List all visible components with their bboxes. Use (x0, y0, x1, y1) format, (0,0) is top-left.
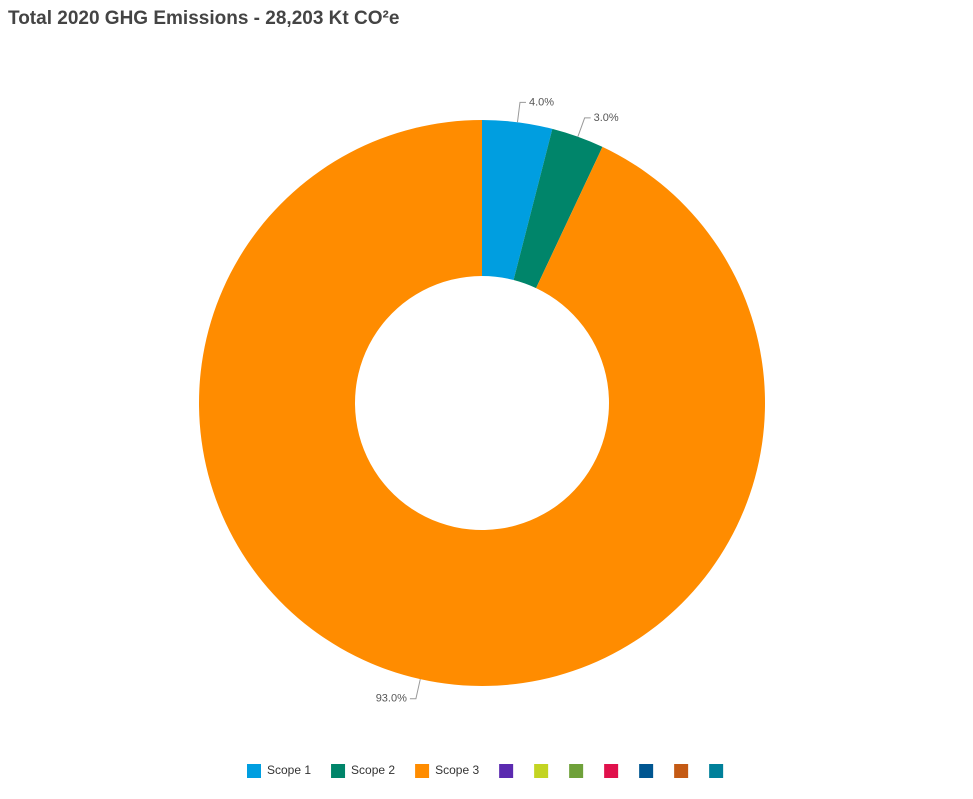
legend-label: Scope 1 (267, 763, 311, 777)
slice (199, 120, 765, 686)
chart-title: Total 2020 GHG Emissions - 28,203 Kt CO²… (8, 8, 399, 29)
leader-line (516, 101, 526, 123)
legend-swatch (569, 764, 584, 778)
legend-swatch (499, 764, 514, 778)
slice (513, 128, 603, 289)
leader-line (577, 117, 591, 137)
legend-swatch (604, 764, 619, 778)
legend-label: Scope 3 (435, 763, 479, 777)
data-label: 4.0% (529, 96, 554, 108)
leader-line (409, 679, 421, 700)
legend-label: Scope 2 (351, 763, 395, 777)
legend-swatch (639, 764, 654, 778)
legend-swatch (534, 764, 549, 778)
data-label: 93.0% (376, 693, 407, 705)
data-label: 3.0% (594, 112, 619, 124)
legend-swatch (331, 764, 346, 778)
legend-swatch (415, 764, 430, 778)
legend-swatch (247, 764, 261, 778)
legend-swatch (674, 764, 689, 778)
slice (482, 120, 553, 280)
legend-swatch (709, 764, 724, 778)
